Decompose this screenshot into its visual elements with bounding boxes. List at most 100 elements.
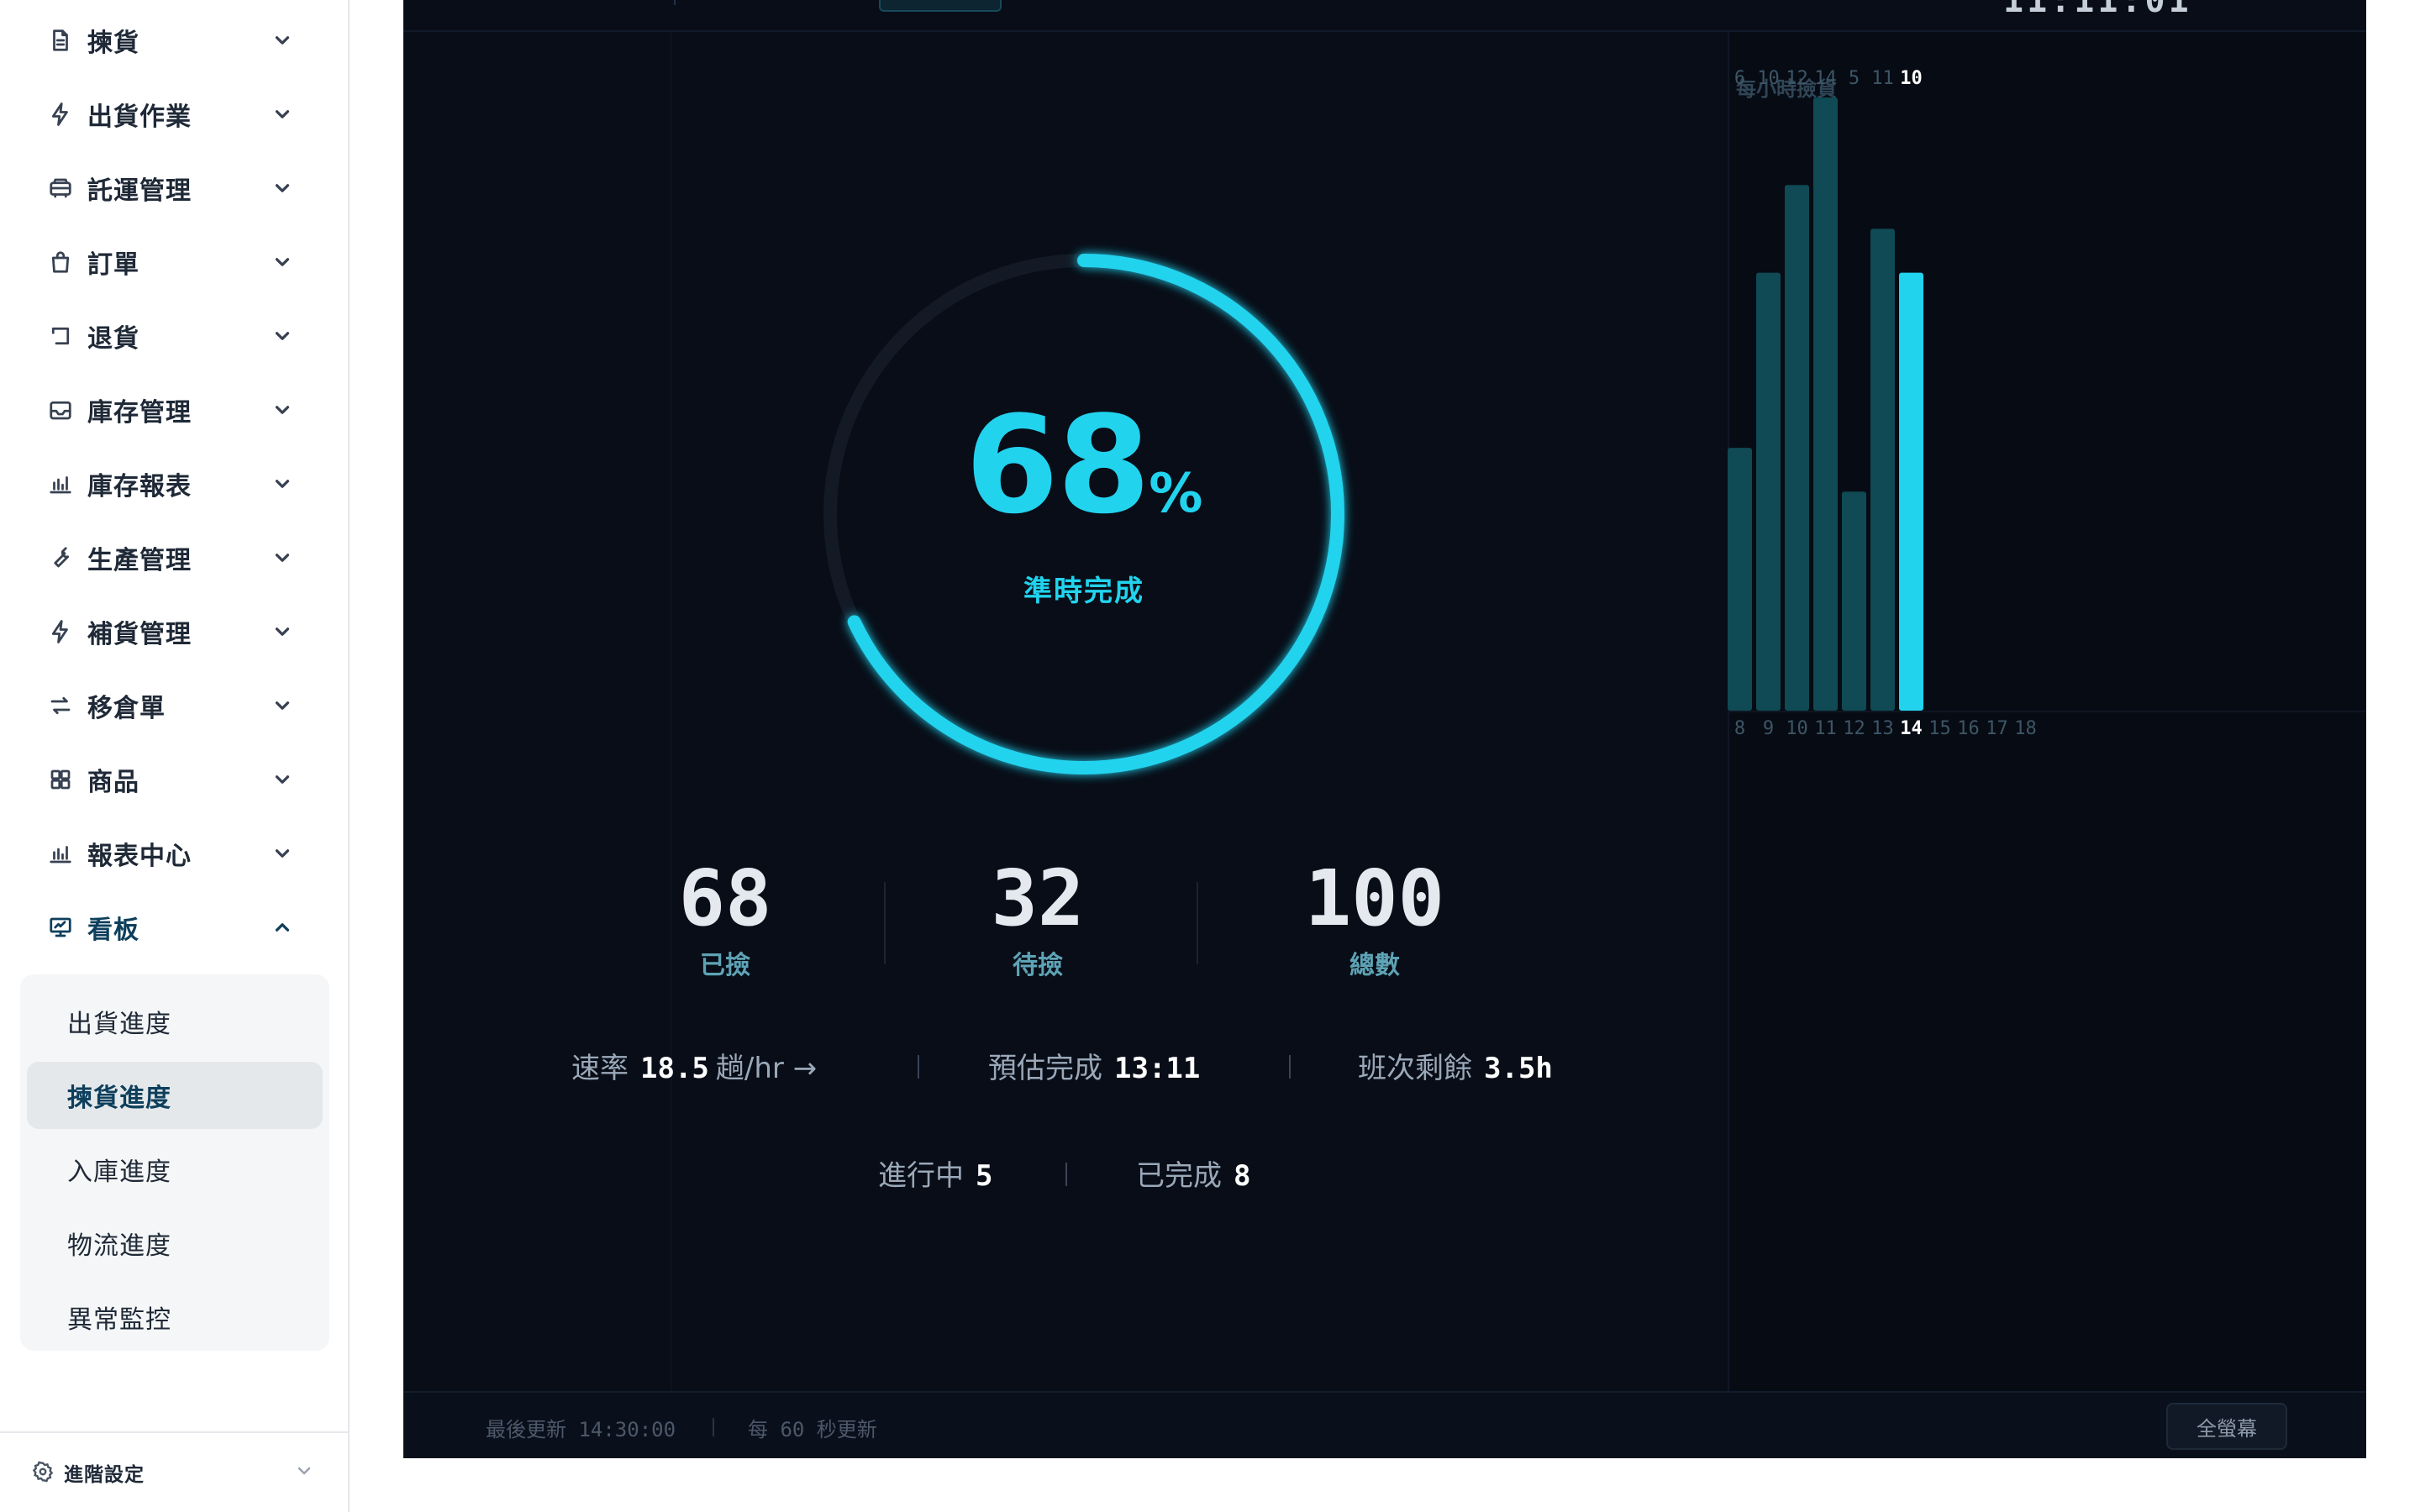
sidebar-item-label: 庫存管理	[87, 398, 192, 428]
x-tick-label: 15	[1928, 718, 1951, 739]
bar-value-label: 6	[1734, 68, 1745, 89]
sidebar-item-label: 託運管理	[87, 176, 192, 206]
completed-metric: 已完成 8	[1136, 1152, 1250, 1194]
sidebar-item-label: 庫存報表	[87, 472, 192, 501]
chevron-down-icon	[294, 1461, 318, 1484]
grid-icon	[45, 764, 76, 795]
bar-value-label: 10	[1900, 68, 1923, 89]
chevron-down-icon	[269, 323, 296, 349]
x-tick-label: 9	[1763, 718, 1774, 739]
sidebar-item-label: 補貨管理	[87, 620, 192, 649]
stat-pending: 32 待撿	[912, 848, 1164, 981]
chevron-up-icon	[269, 914, 296, 941]
chevron-down-icon	[269, 249, 296, 276]
bar-hour-10	[1785, 185, 1809, 711]
advanced-settings-button[interactable]: 進階設定	[0, 1431, 348, 1512]
completed-label: 已完成	[1136, 1159, 1222, 1193]
fullscreen-button[interactable]: 全螢幕	[2166, 1403, 2287, 1450]
divider	[918, 1055, 919, 1079]
chevron-down-icon	[269, 840, 296, 867]
submenu-item-logistics-progress[interactable]: 物流進度	[27, 1210, 323, 1277]
sidebar-item-6[interactable]: 庫存管理	[0, 376, 336, 444]
sidebar-item-5[interactable]: 退貨	[0, 302, 336, 370]
sidebar-item-10[interactable]: 移倉單	[0, 672, 336, 739]
eta-label: 預估完成	[988, 1052, 1102, 1085]
bar-hour-14	[1899, 272, 1923, 711]
submenu-item-inbound-progress[interactable]: 入庫進度	[27, 1136, 323, 1203]
x-tick-label: 12	[1843, 718, 1865, 739]
task-status-row: 進行中 5 已完成 8	[403, 1152, 1728, 1203]
chevron-down-icon	[269, 766, 296, 793]
stat-picked: 68 已撿	[599, 848, 851, 981]
chevron-down-icon	[269, 470, 296, 497]
truck-icon	[45, 173, 76, 203]
sidebar-item-label: 出貨作業	[87, 102, 192, 132]
shift-label: 班次剩餘	[1358, 1052, 1472, 1085]
sidebar-item-label: 移倉單	[87, 694, 166, 723]
sidebar-item-13[interactable]: 看板	[0, 894, 336, 961]
advanced-settings-label: 進階設定	[64, 1464, 145, 1486]
stat-value: 100	[1304, 853, 1445, 943]
bar-value-label: 14	[1814, 68, 1837, 89]
sidebar-item-3[interactable]: 託運管理	[0, 155, 336, 222]
submenu-item-label: 異常監控	[67, 1305, 171, 1335]
progress-ring	[781, 228, 1386, 800]
top-tab[interactable]	[879, 0, 1002, 12]
x-tick-label: 17	[1986, 718, 2008, 739]
sidebar-item-label: 報表中心	[87, 842, 192, 871]
bar-value-label: 11	[1871, 68, 1894, 89]
bar-value-label: 10	[1757, 68, 1780, 89]
chevron-down-icon	[269, 692, 296, 719]
progress-ring-arc	[823, 254, 1344, 774]
chevron-down-icon	[269, 175, 296, 202]
percent-sign: %	[1149, 463, 1203, 525]
sidebar-item-11[interactable]: 商品	[0, 746, 336, 813]
sidebar-item-label: 生產管理	[87, 546, 192, 575]
bar-chart-icon	[45, 838, 76, 869]
sidebar-item-label: 退貨	[87, 324, 139, 354]
shopping-bag-icon	[45, 247, 76, 277]
bar-hour-11	[1813, 97, 1838, 711]
divider	[1065, 1163, 1067, 1186]
submenu-item-shipping-progress[interactable]: 出貨進度	[27, 988, 323, 1055]
x-tick-label: 13	[1871, 718, 1894, 739]
stat-label: 總數	[1349, 951, 1400, 980]
transfer-icon	[45, 690, 76, 721]
submenu-item-exception-monitor[interactable]: 異常監控	[27, 1284, 323, 1351]
rate-label: 速率	[571, 1052, 629, 1085]
bar-value-label: 12	[1786, 68, 1808, 89]
gear-icon	[32, 1461, 55, 1484]
return-icon	[45, 321, 76, 351]
inbox-icon	[45, 395, 76, 425]
sidebar-item-9[interactable]: 補貨管理	[0, 598, 336, 665]
submenu-item-picking-progress[interactable]: 揀貨進度	[27, 1062, 323, 1129]
bar-hour-8	[1728, 448, 1752, 711]
submenu-item-label: 物流進度	[67, 1231, 171, 1261]
sidebar-item-12[interactable]: 報表中心	[0, 820, 336, 887]
sidebar-item-7[interactable]: 庫存報表	[0, 450, 336, 517]
divider	[713, 1418, 714, 1436]
presentation-icon	[45, 912, 76, 942]
sidebar-item-8[interactable]: 生產管理	[0, 524, 336, 591]
sidebar-item-2[interactable]: 出貨作業	[0, 81, 336, 148]
submenu-item-label: 出貨進度	[67, 1010, 171, 1039]
sidebar-item-1[interactable]: 揀貨	[0, 7, 336, 74]
stat-label: 待撿	[1013, 951, 1063, 980]
chevron-down-icon	[269, 618, 296, 645]
sidebar-item-4[interactable]: 訂單	[0, 228, 336, 296]
completed-value: 8	[1234, 1159, 1251, 1193]
stat-value: 68	[678, 853, 772, 943]
bar-value-label: 5	[1849, 68, 1860, 89]
sidebar-item-label: 看板	[87, 916, 139, 945]
dashboard-submenu: 出貨進度 揀貨進度 入庫進度 物流進度 異常監控	[20, 974, 329, 1351]
completion-label: 準時完成	[1023, 575, 1144, 608]
sidebar-item-label: 訂單	[87, 250, 139, 280]
shift-value: 3.5h	[1484, 1052, 1553, 1085]
chart-title: 每小時撿貨	[1736, 77, 1837, 101]
refresh-interval-text: 每 60 秒更新	[748, 1418, 877, 1441]
divider	[1289, 1055, 1291, 1079]
bar-chart-icon	[45, 469, 76, 499]
divider	[674, 0, 676, 5]
sidebar-item-label: 揀貨	[87, 29, 139, 58]
